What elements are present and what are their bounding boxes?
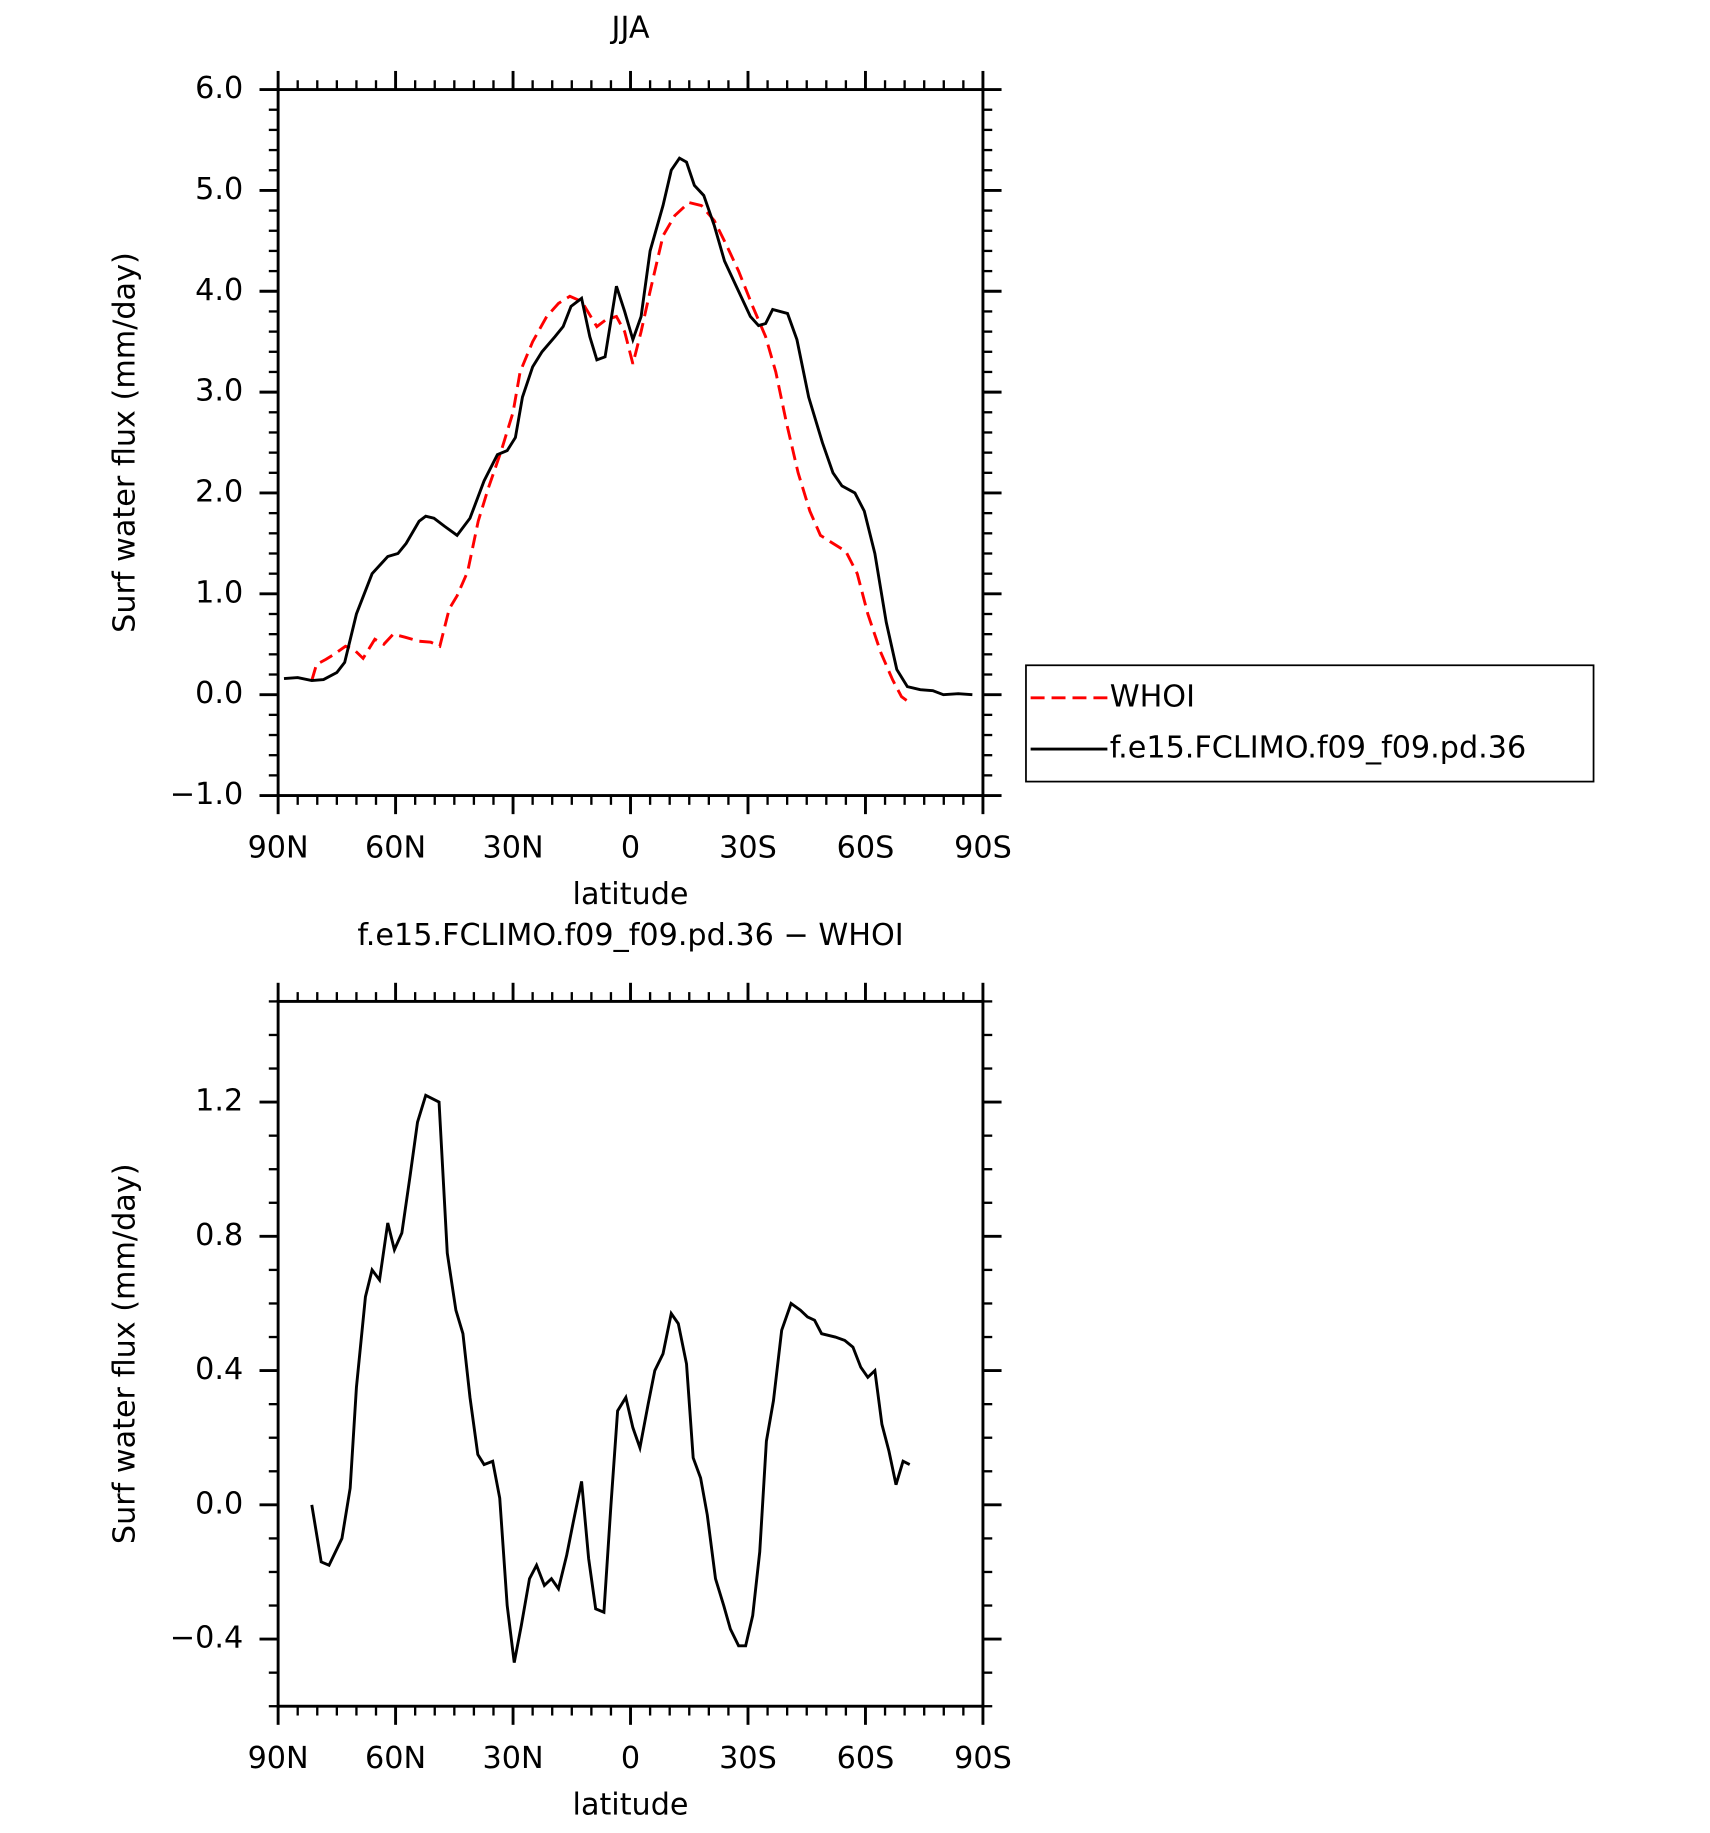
- y-tick-label: 0.4: [195, 1352, 243, 1387]
- y-tick-label: 6.0: [195, 71, 243, 106]
- y-axis-label: Surf water flux (mm/day): [107, 1164, 142, 1545]
- x-tick-label: 60N: [365, 831, 426, 866]
- data-line: [283, 156, 973, 697]
- y-tick-label: 2.0: [195, 474, 243, 509]
- y-tick-label: −1.0: [170, 777, 243, 812]
- x-tick-label: 30S: [719, 1741, 777, 1776]
- x-axis-label: latitude: [573, 877, 689, 912]
- legend-box: [1025, 664, 1595, 783]
- chart-title: JJA: [610, 11, 650, 46]
- x-tick-label: 60N: [365, 1741, 426, 1776]
- x-tick-label: 60S: [837, 1741, 895, 1776]
- y-tick-label: 1.2: [195, 1084, 243, 1119]
- x-tick-label: 0: [621, 1741, 640, 1776]
- plot-frame: [276, 999, 985, 1708]
- y-tick-label: 5.0: [195, 172, 243, 207]
- data-line: [310, 1093, 911, 1663]
- y-tick-label: 0.8: [195, 1218, 243, 1253]
- x-tick-label: 60S: [837, 831, 895, 866]
- x-tick-label: 90N: [248, 1741, 309, 1776]
- x-axis-label: latitude: [573, 1788, 689, 1823]
- x-tick-label: 30N: [483, 831, 544, 866]
- legend-label: f.e15.FCLIMO.f09_f09.pd.36: [1110, 731, 1526, 766]
- y-axis-label: Surf water flux (mm/day): [107, 252, 142, 633]
- legend-label: WHOI: [1110, 679, 1195, 714]
- x-tick-label: 90N: [248, 831, 309, 866]
- y-tick-label: −0.4: [170, 1621, 243, 1656]
- x-tick-label: 90S: [954, 831, 1012, 866]
- y-tick-label: 1.0: [195, 575, 243, 610]
- x-tick-label: 30N: [483, 1741, 544, 1776]
- y-tick-label: 0.0: [195, 1486, 243, 1521]
- chart-title: f.e15.FCLIMO.f09_f09.pd.36 − WHOI: [357, 918, 903, 953]
- data-line: [310, 200, 910, 703]
- y-tick-label: 4.0: [195, 273, 243, 308]
- y-tick-label: 0.0: [195, 676, 243, 711]
- x-tick-label: 30S: [719, 831, 777, 866]
- plot-frame: [276, 88, 985, 797]
- x-tick-label: 0: [621, 831, 640, 866]
- y-tick-label: 3.0: [195, 374, 243, 409]
- x-tick-label: 90S: [954, 1741, 1012, 1776]
